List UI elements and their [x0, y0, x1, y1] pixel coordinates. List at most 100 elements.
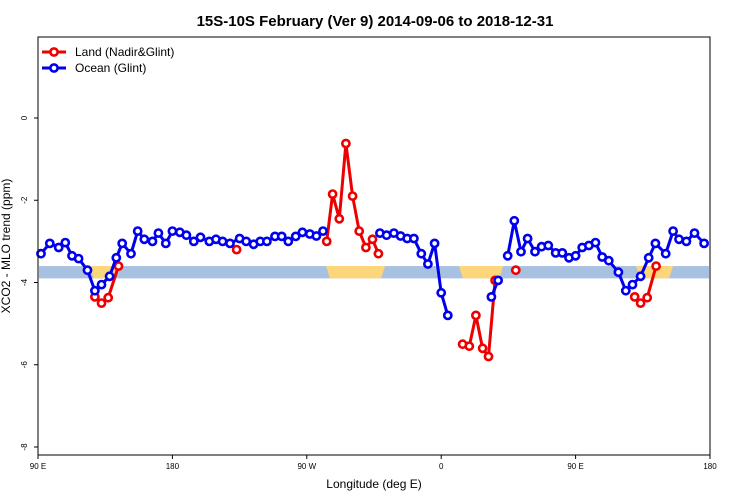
series-2-point: [225, 238, 235, 249]
series-2-point: [689, 228, 700, 238]
series-2-point: [60, 237, 71, 248]
series-1-point: [327, 189, 338, 199]
series-2-point: [570, 250, 581, 261]
series-2-point: [613, 267, 624, 278]
series-1-point: [629, 291, 640, 302]
series-2-point: [261, 236, 272, 247]
legend-marker: [49, 47, 59, 57]
series-1-point: [635, 298, 646, 308]
series-1-point: [113, 261, 124, 271]
series-2-point: [44, 238, 55, 249]
series-2-point: [429, 238, 440, 249]
series-2-point: [132, 226, 143, 236]
series-2-point: [82, 265, 93, 276]
legend: Land (Nadir&Glint) Ocean (Glint): [42, 45, 174, 75]
series-1-point: [651, 261, 661, 271]
x-tick-label: 90 E: [30, 462, 46, 471]
series-1-point: [464, 341, 475, 352]
series-2-point: [408, 233, 419, 244]
series-2-point: [509, 215, 520, 226]
series-1-point: [510, 265, 521, 276]
series-1-point: [477, 343, 488, 354]
series-2-point: [416, 248, 427, 259]
series-2-point: [516, 246, 526, 257]
y-tick-label: -4: [20, 278, 29, 286]
x-tick-label: 90 W: [297, 462, 316, 471]
series-2-point: [543, 240, 554, 251]
plot-frame: [37, 36, 711, 456]
y-tick-label: -2: [20, 196, 29, 204]
series-1-point: [340, 138, 351, 149]
y-tick-label: -8: [20, 443, 29, 451]
series-1-point: [334, 213, 345, 224]
series-layer: [36, 138, 709, 362]
series-1-point: [483, 351, 494, 362]
legend-item-2: Ocean (Glint): [42, 61, 146, 75]
series-2: [36, 215, 709, 321]
series-2-point: [111, 252, 122, 263]
series-2-point: [139, 234, 150, 245]
series-2-point: [635, 271, 646, 282]
series-1-point: [321, 236, 332, 247]
series-2-point: [502, 250, 513, 261]
series-2-point: [297, 227, 308, 238]
series-1-point: [231, 244, 242, 255]
series-2-point: [188, 236, 199, 247]
series-1-point: [354, 226, 365, 236]
legend-label: Ocean (Glint): [75, 61, 146, 75]
series-2-point: [590, 237, 601, 248]
series-1-point: [642, 292, 653, 303]
series-2-point: [681, 236, 692, 247]
y-tick-label: -6: [20, 361, 29, 369]
series-1: [90, 138, 661, 362]
legend-label: Land (Nadir&Glint): [75, 45, 174, 59]
series-2-point: [699, 238, 709, 249]
series-2-point: [195, 232, 206, 243]
series-2-point: [104, 271, 115, 282]
series-2-point: [422, 259, 433, 269]
series-2-point: [620, 285, 631, 296]
series-2-point: [643, 252, 654, 263]
legend-item-1: Land (Nadir&Glint): [42, 45, 174, 59]
series-2-point: [311, 231, 322, 241]
reference-band: [39, 266, 709, 279]
x-tick-label: 0: [439, 462, 444, 471]
series-1-point: [103, 292, 114, 303]
series-2-point: [160, 238, 171, 249]
x-tick-label: 90 E: [567, 462, 583, 471]
series-1-point: [347, 191, 358, 201]
series-2-point: [442, 310, 453, 321]
band-highlight-2: [326, 266, 386, 279]
series-2-point: [493, 275, 503, 286]
series-2-point: [36, 248, 46, 259]
series-2-point: [147, 236, 158, 247]
chart-title: 15S-10S February (Ver 9) 2014-09-06 to 2…: [197, 13, 554, 30]
series-2-point: [486, 291, 497, 302]
series-2-point: [603, 255, 614, 266]
series-2-point: [557, 247, 568, 258]
series-2-point: [530, 246, 540, 257]
series-2-point: [660, 248, 671, 259]
x-tick-label: 180: [166, 462, 180, 471]
y-axis: 0 -2 -4 -6 -8: [20, 115, 38, 451]
x-axis-label: Longitude (deg E): [326, 477, 421, 491]
series-1-point: [373, 248, 384, 259]
series-2-point: [668, 226, 678, 236]
series-2-point: [650, 238, 661, 249]
series-2-point: [318, 226, 328, 236]
band-highlight-3: [458, 266, 504, 279]
series-2-point: [126, 248, 136, 259]
y-axis-label: XCO2 - MLO trend (ppm): [0, 179, 13, 314]
series-2-point: [436, 287, 447, 298]
series-2-point: [290, 231, 301, 242]
legend-marker: [49, 63, 59, 73]
series-2-point: [276, 231, 287, 242]
series-2-point: [181, 230, 192, 241]
series-2-point: [153, 228, 164, 238]
x-axis: 90 E 180 90 W 0 90 E 180: [30, 455, 717, 471]
series-2-point: [53, 242, 64, 253]
series-1-point: [360, 242, 371, 253]
series-2-point: [167, 226, 178, 236]
series-2-point: [283, 236, 294, 247]
